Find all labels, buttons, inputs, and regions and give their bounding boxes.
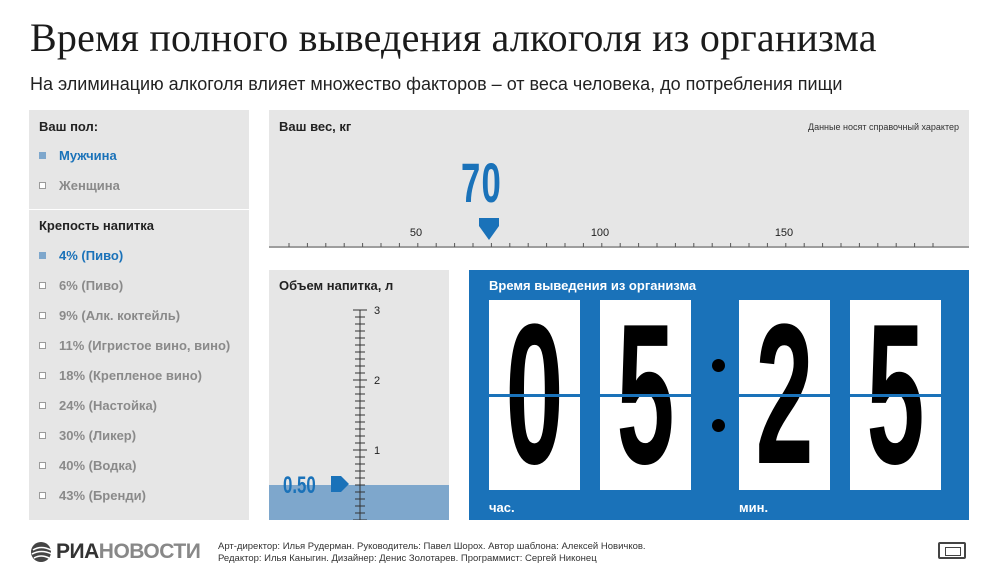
hours-hinge [489,394,691,397]
weight-slider-track[interactable]: 50 100 150 [269,210,969,248]
hours-tens-digit: 0 [489,300,580,490]
checkbox-icon [39,342,46,349]
checkbox-icon [39,152,46,159]
weight-slider-handle[interactable] [479,218,499,240]
option-label: 4% (Пиво) [59,248,124,263]
weight-scale-label-50: 50 [410,227,422,239]
option-label: 30% (Ликер) [59,428,137,443]
checkbox-icon [39,252,46,259]
checkbox-icon [39,432,46,439]
checkbox-icon [39,462,46,469]
globe-icon [31,542,53,562]
weight-ticks [269,243,969,248]
volume-panel: Объем напитка, л 3 2 1 0.50 [269,270,449,520]
checkbox-icon [39,312,46,319]
page-subtitle: На элиминацию алкоголя влияет множество … [30,74,843,94]
divider [29,209,249,210]
logo-light-text: НОВОСТИ [98,540,201,563]
result-title: Время выведения из организма [489,278,697,293]
gender-option-male[interactable]: Мужчина [39,148,117,163]
strength-option-40[interactable]: 40% (Водка) [39,458,136,473]
hours-label: час. [489,500,515,515]
strength-option-4[interactable]: 4% (Пиво) [39,248,123,263]
volume-scale-label-1: 1 [374,445,380,457]
strength-option-24[interactable]: 24% (Настойка) [39,398,157,413]
weight-panel: Ваш вес, кг Данные носят справочный хара… [269,110,969,248]
colon-dot-top [712,359,725,372]
checkbox-icon [39,282,46,289]
volume-title: Объем напитка, л [279,278,394,293]
volume-fill [269,485,449,520]
minutes-label: мин. [739,500,769,515]
hours-ones-digit: 5 [600,300,691,490]
volume-scale-label-3: 3 [374,305,380,317]
flip-line [850,394,941,397]
weight-scale-label-100: 100 [591,227,609,239]
option-label: 9% (Алк. коктейль) [59,308,181,323]
checkbox-icon [39,492,46,499]
minutes-ones-digit: 5 [850,300,941,490]
colon-dot-bottom [712,419,725,432]
option-label: Мужчина [59,148,117,163]
strength-option-6[interactable]: 6% (Пиво) [39,278,123,293]
strength-option-18[interactable]: 18% (Крепленое вино) [39,368,202,383]
gender-title: Ваш пол: [39,119,99,134]
strength-option-43[interactable]: 43% (Бренди) [39,488,146,503]
credits: Арт-директор: Илья Рудерман. Руководител… [218,541,646,565]
option-label: 11% (Игристое вино, вино) [59,338,231,353]
flip-line [739,394,830,397]
fullscreen-icon[interactable] [938,542,966,559]
result-panel: Время выведения из организма 0 5 2 5 час… [469,270,969,520]
strength-title: Крепость напитка [39,218,154,233]
minutes-hinge [739,394,949,397]
checkbox-icon [39,402,46,409]
volume-ticks [353,309,367,520]
ria-novosti-logo[interactable]: РИАНОВОСТИ [30,540,201,564]
volume-value: 0.50 [283,472,316,499]
checkbox-icon [39,182,46,189]
option-label: 18% (Крепленое вино) [59,368,202,383]
credits-line-2: Редактор: Илья Каныгин. Дизайнер: Денис … [218,553,597,564]
volume-scale-label-2: 2 [374,375,380,387]
page-title: Время полного выведения алкоголя из орга… [30,15,877,60]
option-label: 6% (Пиво) [59,278,124,293]
strength-option-11[interactable]: 11% (Игристое вино, вино) [39,338,230,353]
credits-line-1: Арт-директор: Илья Рудерман. Руководител… [218,541,646,552]
option-label: 40% (Водка) [59,458,137,473]
options-panel: Ваш пол: Мужчина Женщина Крепость напитк… [29,110,249,520]
strength-option-9[interactable]: 9% (Алк. коктейль) [39,308,180,323]
logo-bold-text: РИА [56,540,99,563]
volume-slider-track[interactable]: 3 2 1 [269,270,449,520]
disclaimer-note: Данные носят справочный характер [807,122,959,132]
volume-slider-handle[interactable] [331,474,351,494]
minutes-tens-digit: 2 [739,300,830,490]
option-label: 24% (Настойка) [59,398,158,413]
weight-title: Ваш вес, кг [279,119,352,134]
weight-value: 70 [461,151,503,214]
gender-option-female[interactable]: Женщина [39,178,120,193]
option-label: 43% (Бренди) [59,488,146,503]
option-label: Женщина [59,178,120,193]
weight-scale-label-150: 150 [775,227,793,239]
flip-line [600,394,691,397]
checkbox-icon [39,372,46,379]
strength-option-30[interactable]: 30% (Ликер) [39,428,136,443]
flip-line [489,394,580,397]
